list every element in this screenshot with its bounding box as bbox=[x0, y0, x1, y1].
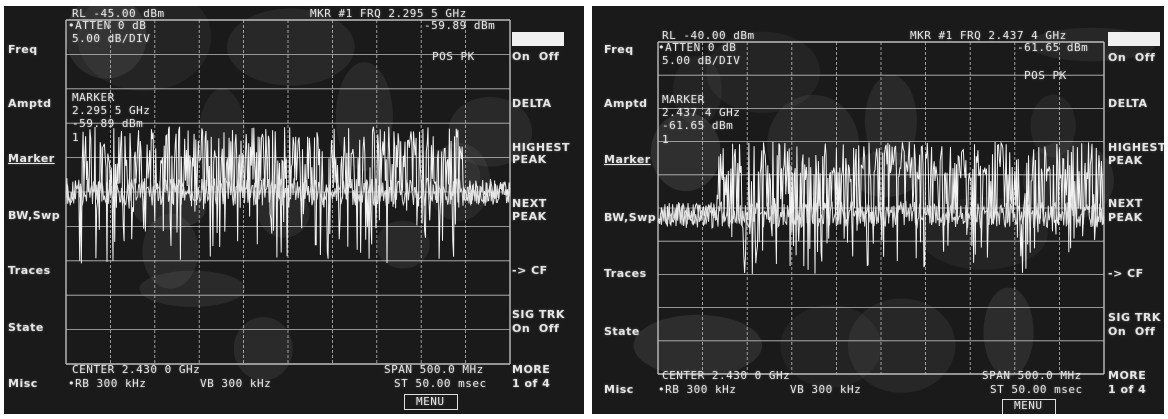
softkey-marker-to-cf[interactable]: -> CF bbox=[1108, 267, 1144, 280]
screen-glare bbox=[376, 220, 430, 269]
screen-glare bbox=[650, 112, 721, 192]
softkey-sig-trk[interactable]: SIG TRK bbox=[512, 308, 565, 321]
softkey-delta[interactable]: DELTA bbox=[1108, 97, 1148, 110]
screen-glare bbox=[780, 305, 882, 388]
menu-marker[interactable]: Marker bbox=[8, 152, 55, 165]
scale: 5.00 dB/DIV bbox=[662, 54, 741, 67]
marker-number: 1 bbox=[662, 133, 670, 146]
marker-amp: -61.65 dBm bbox=[662, 119, 734, 132]
menu-bw-swp[interactable]: BW,Swp bbox=[604, 211, 657, 224]
screen-glare bbox=[139, 270, 246, 307]
softkey-highest-peak-line2[interactable]: PEAK bbox=[1108, 154, 1143, 167]
softkey-more[interactable]: MORE bbox=[512, 363, 551, 376]
softkey-highlight bbox=[1108, 32, 1160, 46]
rbw: •RB 300 kHz bbox=[68, 377, 147, 390]
spectrum-analyzer-screen-left: RL -45.00 dBm MKR #1 FRQ 2.295 5 GHz -59… bbox=[4, 6, 584, 414]
menu-traces[interactable]: Traces bbox=[604, 267, 647, 280]
screen-glare bbox=[983, 287, 1034, 377]
marker-freq: 2.295 5 GHz bbox=[72, 104, 151, 117]
menu-state[interactable]: State bbox=[604, 325, 640, 338]
menu-freq[interactable]: Freq bbox=[8, 43, 38, 56]
center-freq: CENTER 2.430 0 GHz bbox=[662, 369, 791, 382]
softkey-next-peak-line2[interactable]: PEAK bbox=[1108, 211, 1143, 224]
softkey-page: 1 of 4 bbox=[512, 377, 551, 390]
softkey-highest-peak-line1[interactable]: HIGHEST bbox=[1108, 141, 1164, 154]
softkey-on-off[interactable]: On Off bbox=[512, 50, 560, 63]
scale: 5.00 dB/DIV bbox=[72, 32, 151, 45]
spectrum-graticule-left bbox=[65, 6, 533, 381]
sweep-time: ST 50.00 msec bbox=[990, 383, 1083, 396]
softkey-next-peak-line1[interactable]: NEXT bbox=[1108, 197, 1143, 210]
menu-label: MENU bbox=[1014, 399, 1043, 412]
marker-amp-readout: -61.65 dBm bbox=[1017, 41, 1089, 54]
softkey-highlight bbox=[512, 32, 564, 46]
spectrum-analyzer-screen-right: RL -40.00 dBm MKR #1 FRQ 2.437 4 GHz -61… bbox=[592, 6, 1164, 414]
span: SPAN 500.0 MHz bbox=[384, 363, 484, 376]
softkey-marker-to-cf[interactable]: -> CF bbox=[512, 264, 548, 277]
ref-level: RL -40.00 dBm bbox=[662, 29, 755, 42]
softkey-highest-peak-line1[interactable]: HIGHEST bbox=[512, 141, 570, 154]
vbw: VB 300 kHz bbox=[790, 383, 862, 396]
spectrum-trace bbox=[65, 126, 511, 264]
menu-bw-swp[interactable]: BW,Swp bbox=[8, 209, 61, 222]
menu-traces[interactable]: Traces bbox=[8, 264, 51, 277]
atten: •ATTEN 0 dB bbox=[658, 41, 737, 54]
ref-level: RL -45.00 dBm bbox=[72, 7, 165, 20]
rbw: •RB 300 kHz bbox=[658, 383, 737, 396]
softkey-highest-peak-line2[interactable]: PEAK bbox=[512, 153, 547, 166]
softkey-sig-trk-state[interactable]: On Off bbox=[1108, 325, 1156, 338]
peak-mode: POS PK bbox=[1024, 69, 1067, 82]
spectrum-graticule-right bbox=[633, 27, 1156, 393]
menu-misc[interactable]: Misc bbox=[604, 383, 634, 396]
screen-glare bbox=[864, 74, 917, 167]
peak-mode: POS PK bbox=[432, 50, 475, 63]
span: SPAN 500.0 MHz bbox=[982, 369, 1082, 382]
screen-glare bbox=[198, 88, 247, 193]
menu-state[interactable]: State bbox=[8, 321, 44, 334]
marker-number: 1 bbox=[72, 131, 80, 144]
marker-title: MARKER bbox=[662, 93, 705, 106]
noise-floor-trace bbox=[657, 200, 1105, 229]
menu-marker[interactable]: Marker bbox=[604, 153, 651, 166]
marker-amp-readout: -59.89 dBm bbox=[424, 19, 496, 32]
screen-glare bbox=[142, 213, 199, 289]
screen-glare bbox=[335, 62, 393, 172]
softkey-next-peak-line1[interactable]: NEXT bbox=[512, 197, 547, 210]
screen-glare bbox=[847, 298, 956, 393]
softkey-delta[interactable]: DELTA bbox=[512, 97, 552, 110]
screen-glare bbox=[633, 314, 763, 377]
menu-amptd[interactable]: Amptd bbox=[604, 97, 648, 110]
marker-title: MARKER bbox=[72, 91, 115, 104]
screen-glare bbox=[65, 6, 147, 79]
softkey-more[interactable]: MORE bbox=[1108, 369, 1147, 382]
screen-glare bbox=[226, 8, 355, 86]
screen-glare bbox=[233, 316, 293, 381]
center-freq: CENTER 2.430 0 GHz bbox=[72, 363, 201, 376]
vbw: VB 300 kHz bbox=[200, 377, 272, 390]
menu-misc[interactable]: Misc bbox=[8, 377, 38, 390]
screen-glare bbox=[672, 55, 722, 125]
noise-floor-trace bbox=[65, 177, 511, 207]
marker-freq: 2.437 4 GHz bbox=[662, 106, 741, 119]
screen-glare bbox=[448, 96, 533, 167]
atten: •ATTEN 0 dB bbox=[68, 19, 147, 32]
softkey-sig-trk[interactable]: SIG TRK bbox=[1108, 311, 1161, 324]
menu-button[interactable] bbox=[1002, 399, 1056, 414]
sweep-time: ST 50.00 msec bbox=[394, 377, 487, 390]
marker-freq-readout: MKR #1 FRQ 2.295 5 GHz bbox=[310, 7, 467, 20]
menu-freq[interactable]: Freq bbox=[604, 43, 634, 56]
menu-button[interactable] bbox=[404, 394, 458, 410]
softkey-sig-trk-state[interactable]: On Off bbox=[512, 322, 560, 335]
menu-amptd[interactable]: Amptd bbox=[8, 97, 52, 110]
softkey-page: 1 of 4 bbox=[1108, 383, 1147, 396]
menu-label: MENU bbox=[416, 395, 445, 408]
softkey-on-off[interactable]: On Off bbox=[1108, 51, 1156, 64]
softkey-next-peak-line2[interactable]: PEAK bbox=[512, 210, 547, 223]
marker-amp: -59.89 dBm bbox=[72, 117, 144, 130]
marker-freq-readout: MKR #1 FRQ 2.437 4 GHz bbox=[910, 29, 1067, 42]
